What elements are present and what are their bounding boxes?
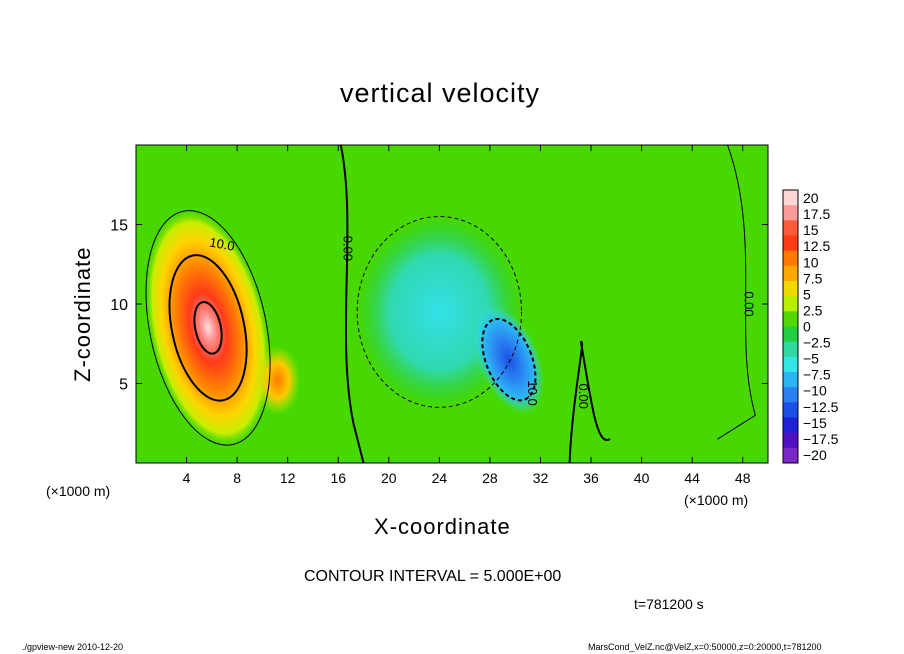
colorbar-label: 17.5	[803, 206, 830, 222]
colorbar-swatch	[783, 311, 798, 327]
x-tick-label: 32	[533, 470, 549, 486]
x-tick-label: 44	[684, 470, 700, 486]
x-tick-label: 36	[583, 470, 599, 486]
colorbar-swatch	[783, 205, 798, 221]
contour-line-zero	[339, 145, 365, 463]
colorbar-label: 15	[803, 222, 819, 238]
contour-interval-label: CONTOUR INTERVAL = 5.000E+00	[304, 568, 562, 585]
y-axis-label: Z-coordinate	[70, 246, 95, 382]
x-tick-label: 24	[432, 470, 448, 486]
x-axis: 4 8 12 16 20 24 28 32 36 40 44 48	[183, 145, 751, 486]
x-tick-label: 48	[735, 470, 751, 486]
contour-label: 0.00	[741, 291, 756, 316]
colorbar-label: 10	[803, 254, 819, 270]
x-unit-label-left: (×1000 m)	[46, 483, 111, 499]
x-tick-label: 12	[280, 470, 296, 486]
y-tick-label: 5	[119, 377, 128, 394]
colorbar-label: −17.5	[803, 431, 839, 447]
colorbar-label: 0	[803, 319, 811, 335]
contour-line-negative-5	[356, 216, 523, 408]
x-tick-label: 8	[233, 470, 241, 486]
x-unit-label-right: (×1000 m)	[684, 492, 749, 508]
colorbar-swatch	[783, 341, 798, 358]
plot-area: 10.0 0.00 10.0 0.00 0.00	[135, 144, 769, 464]
colorbar-swatch	[783, 326, 798, 343]
time-label: t=781200 s	[634, 596, 704, 612]
contour-line-20	[193, 301, 223, 355]
y-tick-label: 10	[110, 297, 128, 314]
footer-program-info: ./gpview-new 2010-12-20	[22, 642, 124, 652]
colorbar-swatch	[783, 402, 798, 418]
contour-line-10	[168, 254, 248, 402]
x-tick-label: 20	[381, 470, 397, 486]
colorbar-swatch	[783, 356, 798, 373]
colorbar-swatch	[783, 417, 798, 434]
contour-label: 10.0	[208, 235, 236, 254]
colorbar-label: 12.5	[803, 238, 830, 254]
colorbar-swatch	[783, 250, 798, 267]
colorbar-label: −15	[803, 415, 827, 431]
colorbar-label: 20	[803, 190, 819, 206]
colorbar-label: −2.5	[803, 335, 831, 351]
colorbar-label: 5	[803, 286, 811, 302]
contour-label: 0.00	[576, 384, 591, 409]
contour-line-negative-10	[481, 317, 537, 402]
colorbar-swatch	[783, 387, 798, 403]
x-axis-label: X-coordinate	[374, 514, 511, 539]
x-tick-label: 16	[330, 470, 346, 486]
colorbar-label: −7.5	[803, 367, 831, 383]
colorbar-swatch	[783, 190, 798, 206]
downdraft-region	[473, 305, 545, 414]
colorbar: 2017.51512.5107.552.50−2.5−5−7.5−10−12.5…	[782, 189, 839, 464]
updraft-region	[254, 345, 301, 416]
colorbar-label: −5	[803, 351, 819, 367]
colorbar-swatch	[783, 372, 798, 388]
colorbar-swatch	[783, 281, 798, 297]
colorbar-swatch	[783, 235, 798, 252]
footer-file-info: MarsCond_VelZ.nc@VelZ,x=0:50000,z=0:2000…	[588, 642, 822, 652]
colorbar-swatch	[783, 220, 798, 236]
y-axis: 5 10 15	[110, 218, 768, 394]
colorbar-swatch	[783, 265, 798, 282]
colorbar-label: 2.5	[803, 302, 823, 318]
contour-line-zero	[717, 145, 756, 440]
contour-line-zero	[568, 340, 611, 463]
colorbar-label: −20	[803, 447, 827, 463]
colorbar-swatch	[783, 296, 798, 312]
colorbar-label: 7.5	[803, 270, 823, 286]
colorbar-label: −10	[803, 383, 827, 399]
colorbar-frame	[782, 189, 799, 464]
contour-label: 0.00	[341, 236, 356, 261]
contour-line-zero	[145, 210, 271, 446]
colorbar-swatch	[783, 432, 798, 449]
y-tick-label: 15	[110, 218, 128, 235]
contour-label: 10.0	[525, 380, 540, 405]
colorbar-swatch	[783, 447, 798, 464]
chart-title: vertical velocity	[340, 78, 541, 108]
colorbar-label: −12.5	[803, 399, 839, 415]
x-tick-label: 4	[183, 470, 191, 486]
x-tick-label: 28	[482, 470, 498, 486]
x-tick-label: 40	[634, 470, 650, 486]
